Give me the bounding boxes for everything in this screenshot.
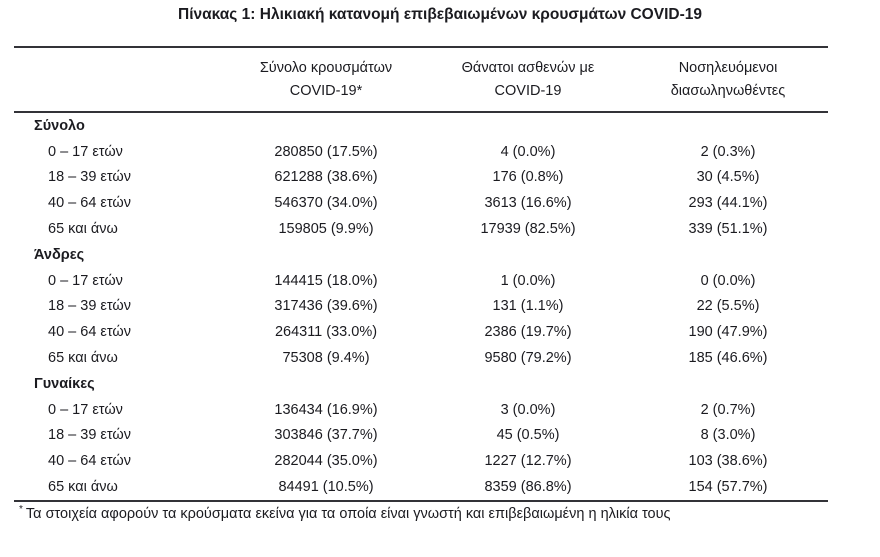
deaths-cell: 131 (1.1%) <box>492 298 564 315</box>
age-group-label: 40 – 64 ετών <box>48 195 131 212</box>
intubated-cell: 154 (57.7%) <box>688 479 768 496</box>
age-group-label: 40 – 64 ετών <box>48 324 131 341</box>
deaths-cell: 8359 (86.8%) <box>484 479 572 496</box>
footnote-asterisk: * <box>19 504 23 515</box>
table-row: 18 – 39 ετών 303846 (37.7%) 45 (0.5%) 8 … <box>14 423 828 449</box>
table-header-row: Σύνολο κρουσμάτων COVID-19* Θάνατοι ασθε… <box>14 48 828 113</box>
header-deaths: Θάνατοι ασθενών με COVID-19 <box>428 48 628 111</box>
intubated-cell: 339 (51.1%) <box>688 221 768 238</box>
table-row: 65 και άνω 84491 (10.5%) 8359 (86.8%) 15… <box>14 474 828 500</box>
deaths-cell: 176 (0.8%) <box>492 169 564 186</box>
intubated-cell: 22 (5.5%) <box>696 298 760 315</box>
deaths-cell: 1 (0.0%) <box>500 272 556 289</box>
intubated-cell: 0 (0.0%) <box>700 272 756 289</box>
table-row: 18 – 39 ετών 317436 (39.6%) 131 (1.1%) 2… <box>14 294 828 320</box>
cases-cell: 280850 (17.5%) <box>274 143 378 160</box>
age-group-label: 0 – 17 ετών <box>48 272 123 289</box>
cases-cell: 282044 (35.0%) <box>274 453 378 470</box>
covid-age-distribution-table: Σύνολο κρουσμάτων COVID-19* Θάνατοι ασθε… <box>14 46 828 502</box>
age-group-label: 18 – 39 ετών <box>48 298 131 315</box>
table-row: 18 – 39 ετών 621288 (38.6%) 176 (0.8%) 3… <box>14 165 828 191</box>
age-group-label: 0 – 17 ετών <box>48 143 123 160</box>
table-body: Σύνολο 0 – 17 ετών 280850 (17.5%) 4 (0.0… <box>14 113 828 500</box>
age-group-label: 18 – 39 ετών <box>48 427 131 444</box>
age-group-label: 40 – 64 ετών <box>48 453 131 470</box>
table-row: 0 – 17 ετών 136434 (16.9%) 3 (0.0%) 2 (0… <box>14 397 828 423</box>
age-group-label: 65 και άνω <box>48 350 118 367</box>
cases-cell: 546370 (34.0%) <box>274 195 378 212</box>
intubated-cell: 185 (46.6%) <box>688 350 768 367</box>
section-name-women: Γυναίκες <box>34 375 95 392</box>
deaths-cell: 17939 (82.5%) <box>480 221 576 238</box>
header-total-cases-line2: COVID-19* <box>289 83 363 99</box>
cases-cell: 144415 (18.0%) <box>274 272 378 289</box>
age-group-label: 65 και άνω <box>48 221 118 238</box>
header-empty-cell <box>14 48 224 111</box>
header-intubated: Νοσηλευόμενοι διασωληνωθέντες <box>628 48 828 111</box>
section-row-men: Άνδρες <box>14 242 828 268</box>
intubated-cell: 190 (47.9%) <box>688 324 768 341</box>
deaths-cell: 3 (0.0%) <box>500 401 556 418</box>
deaths-cell: 9580 (79.2%) <box>484 350 572 367</box>
deaths-cell: 45 (0.5%) <box>496 427 560 444</box>
cases-cell: 84491 (10.5%) <box>278 479 374 496</box>
cases-cell: 621288 (38.6%) <box>274 169 378 186</box>
cases-cell: 136434 (16.9%) <box>274 401 378 418</box>
table-row: 40 – 64 ετών 282044 (35.0%) 1227 (12.7%)… <box>14 448 828 474</box>
intubated-cell: 8 (3.0%) <box>700 427 756 444</box>
header-total-cases: Σύνολο κρουσμάτων COVID-19* <box>224 48 428 111</box>
age-group-label: 0 – 17 ετών <box>48 401 123 418</box>
cases-cell: 303846 (37.7%) <box>274 427 378 444</box>
header-deaths-line2: COVID-19 <box>494 83 562 99</box>
cases-cell: 75308 (9.4%) <box>282 350 370 367</box>
section-row-total: Σύνολο <box>14 113 828 139</box>
section-row-women: Γυναίκες <box>14 371 828 397</box>
table-title: Πίνακας 1: Ηλικιακή κατανομή επιβεβαιωμέ… <box>178 6 702 23</box>
age-group-label: 65 και άνω <box>48 479 118 496</box>
intubated-cell: 2 (0.7%) <box>700 401 756 418</box>
cases-cell: 159805 (9.9%) <box>278 221 374 238</box>
intubated-cell: 103 (38.6%) <box>688 453 768 470</box>
table-row: 65 και άνω 159805 (9.9%) 17939 (82.5%) 3… <box>14 216 828 242</box>
table-row: 40 – 64 ετών 264311 (33.0%) 2386 (19.7%)… <box>14 319 828 345</box>
header-intubated-line1: Νοσηλευόμενοι <box>678 60 778 76</box>
intubated-cell: 2 (0.3%) <box>700 143 756 160</box>
age-group-label: 18 – 39 ετών <box>48 169 131 186</box>
table-row: 0 – 17 ετών 280850 (17.5%) 4 (0.0%) 2 (0… <box>14 139 828 165</box>
footnote: * Τα στοιχεία αφορούν τα κρούσματα εκείνα… <box>19 504 671 522</box>
section-name-men: Άνδρες <box>34 246 85 263</box>
cases-cell: 264311 (33.0%) <box>274 324 378 341</box>
deaths-cell: 1227 (12.7%) <box>484 453 572 470</box>
table-row: 65 και άνω 75308 (9.4%) 9580 (79.2%) 185… <box>14 345 828 371</box>
section-name-total: Σύνολο <box>34 117 85 134</box>
header-intubated-line2: διασωληνωθέντες <box>670 83 786 99</box>
table-row: 40 – 64 ετών 546370 (34.0%) 3613 (16.6%)… <box>14 190 828 216</box>
cases-cell: 317436 (39.6%) <box>274 298 378 315</box>
intubated-cell: 293 (44.1%) <box>688 195 768 212</box>
header-deaths-line1: Θάνατοι ασθενών με <box>461 60 595 76</box>
deaths-cell: 4 (0.0%) <box>500 143 556 160</box>
deaths-cell: 3613 (16.6%) <box>484 195 572 212</box>
header-total-cases-line1: Σύνολο κρουσμάτων <box>259 60 393 76</box>
table-row: 0 – 17 ετών 144415 (18.0%) 1 (0.0%) 0 (0… <box>14 268 828 294</box>
intubated-cell: 30 (4.5%) <box>696 169 760 186</box>
deaths-cell: 2386 (19.7%) <box>484 324 572 341</box>
footnote-text: Τα στοιχεία αφορούν τα κρούσματα εκείνα … <box>25 505 671 522</box>
